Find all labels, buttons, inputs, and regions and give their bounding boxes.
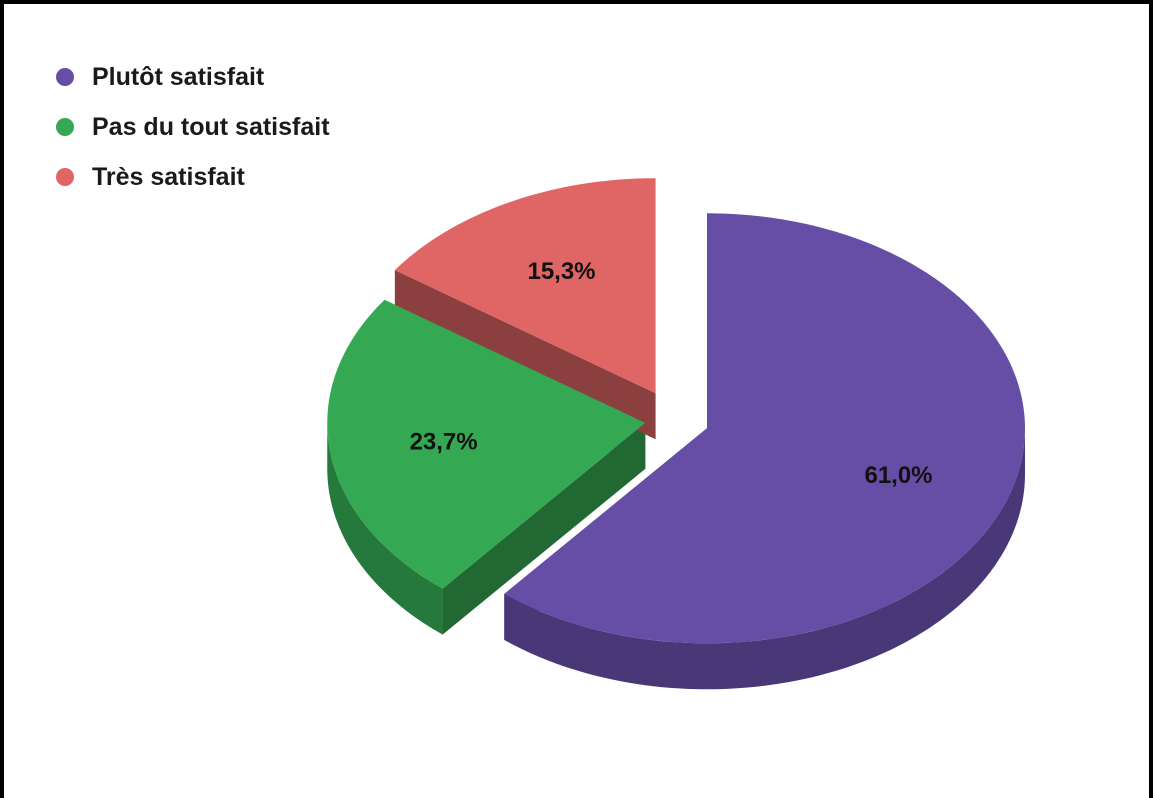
legend-label: Très satisfait	[92, 162, 245, 191]
slice-pas-du-tout-satisfait	[327, 299, 646, 589]
slice-plutot-satisfait	[504, 213, 1025, 644]
slice-side-pas-du-tout-satisfait	[327, 422, 443, 635]
legend-item-pas-du-tout-satisfait: Pas du tout satisfait	[56, 102, 330, 152]
legend-dot-icon	[56, 168, 74, 186]
slice-label-tres-satisfait: 15,3%	[527, 258, 595, 285]
legend-item-plutot-satisfait: Plutôt satisfait	[56, 52, 330, 102]
legend-label: Pas du tout satisfait	[92, 112, 330, 141]
slice-tres-satisfait	[394, 178, 656, 394]
legend-item-tres-satisfait: Très satisfait	[56, 152, 330, 202]
slice-side-plutot-satisfait	[504, 428, 1025, 690]
legend-dot-icon	[56, 118, 74, 136]
legend: Plutôt satisfait Pas du tout satisfait T…	[56, 52, 330, 202]
legend-dot-icon	[56, 68, 74, 86]
slice-wall-tres-satisfait	[394, 270, 656, 440]
slice-label-plutot-satisfait: 61,0%	[864, 462, 932, 489]
slice-label-pas-du-tout-satisfait: 23,7%	[410, 428, 478, 455]
slice-wall-pas-du-tout-satisfait	[442, 422, 646, 635]
legend-label: Plutôt satisfait	[92, 62, 265, 91]
